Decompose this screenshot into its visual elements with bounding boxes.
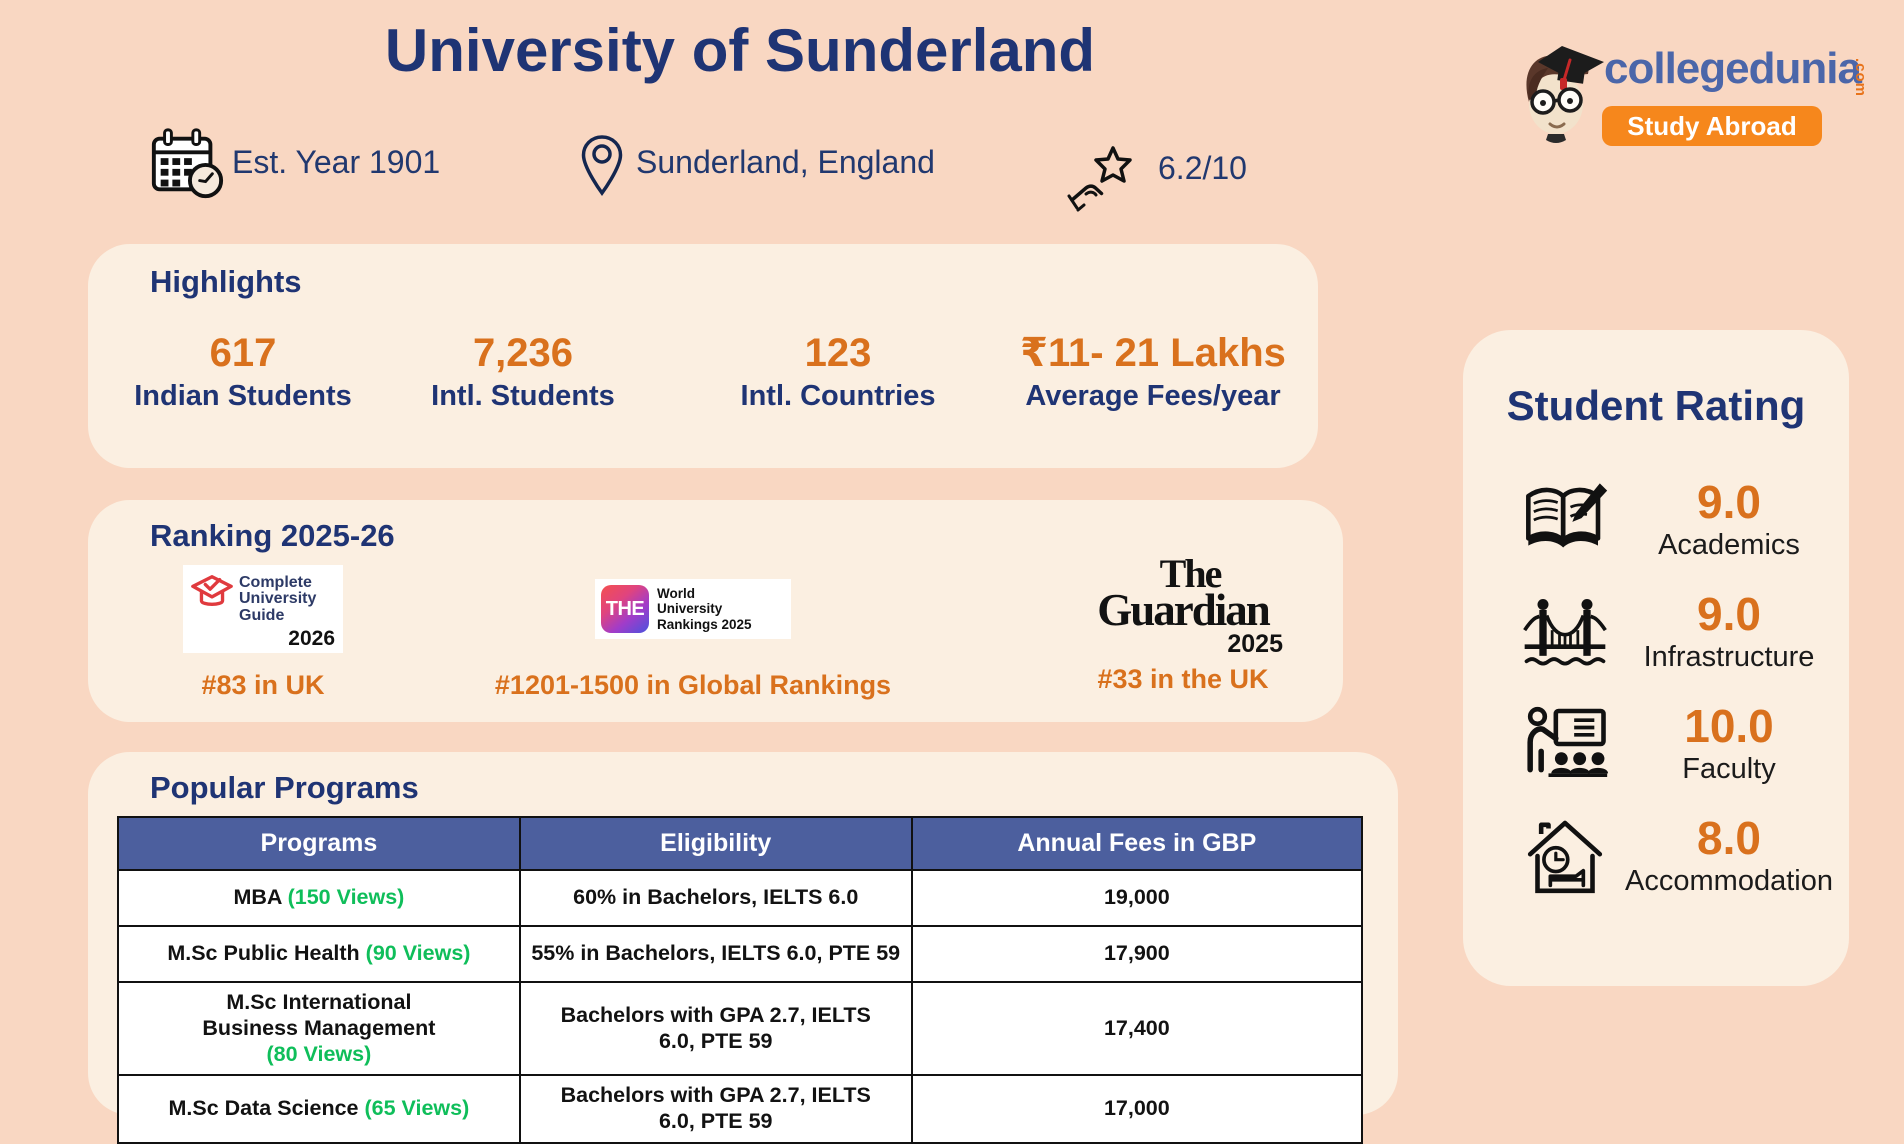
rating-item-accommodation: 8.0 Accommodation: [1463, 800, 1849, 912]
the-logo-line: University: [657, 601, 723, 617]
rating-item-academics: 9.0 Academics: [1463, 464, 1849, 576]
bridge-icon: [1521, 588, 1609, 676]
collegedunia-logo[interactable]: collegedunia .com: [1500, 30, 1869, 152]
graduation-cap-icon: [191, 575, 233, 606]
rating-label: Academics: [1658, 528, 1800, 561]
program-name: M.Sc Data Science: [168, 1096, 359, 1121]
column-header-programs: Programs: [117, 816, 521, 871]
cug-logo-year: 2026: [288, 627, 335, 650]
table-row: MBA (150 Views) 60% in Bachelors, IELTS …: [117, 869, 1364, 927]
calendar-icon: [148, 126, 226, 202]
program-views: (90 Views): [365, 941, 471, 966]
rating-label: Infrastructure: [1643, 640, 1815, 673]
book-pencil-icon: [1521, 476, 1609, 564]
column-header-fees: Annual Fees in GBP: [910, 816, 1364, 871]
rank-value: #83 in UK: [201, 670, 325, 700]
stat-value: 617: [209, 331, 277, 375]
guardian-logo: The Guardian 2025: [1053, 551, 1313, 658]
mascot-graduate-icon: [1506, 36, 1610, 146]
table-header-row: Programs Eligibility Annual Fees in GBP: [117, 816, 1364, 871]
stat-label: Intl. Students: [431, 380, 615, 412]
stat-intl-students: 7,236 Intl. Students: [403, 332, 643, 413]
rating-score: 10.0: [1684, 699, 1774, 752]
highlights-title: Highlights: [150, 264, 302, 299]
program-fees-cell: 17,900: [910, 925, 1364, 983]
guardian-logo-line: The: [1159, 551, 1223, 597]
house-clock-icon: [1521, 812, 1609, 900]
program-eligibility-cell: 55% in Bachelors, IELTS 6.0, PTE 59: [518, 925, 913, 983]
cug-logo-line: Guide: [239, 606, 285, 624]
the-badge: THE: [601, 585, 649, 633]
rank-value: #33 in the UK: [1097, 664, 1269, 694]
hand-star-icon: [1066, 142, 1146, 214]
cug-logo: Complete University Guide 2026: [143, 562, 383, 656]
stat-value: 123: [804, 331, 872, 375]
program-views: (80 Views): [266, 1041, 372, 1066]
rating-score: 9.0: [1697, 475, 1761, 528]
program-name-cell: MBA (150 Views): [117, 869, 521, 927]
stat-indian-students: 617 Indian Students: [113, 332, 373, 413]
program-name-cell: M.Sc Public Health (90 Views): [117, 925, 521, 983]
highlights-card: Highlights 617 Indian Students 7,236 Int…: [88, 244, 1318, 468]
stat-label: Intl. Countries: [740, 380, 936, 412]
rating-item-infrastructure: 9.0 Infrastructure: [1463, 576, 1849, 688]
brand-tld: .com: [1852, 58, 1869, 98]
rating-item-faculty: 10.0 Faculty: [1463, 688, 1849, 800]
student-rating-card: Student Rating 9.0 Academics: [1463, 330, 1849, 986]
stat-average-fees: ₹11- 21 Lakhs Average Fees/year: [1003, 332, 1303, 413]
brand-wordmark: collegedunia: [1604, 44, 1862, 93]
stat-label: Indian Students: [134, 380, 352, 412]
program-views: (65 Views): [364, 1096, 470, 1121]
stat-value: ₹11- 21 Lakhs: [1020, 331, 1286, 375]
rating-score: 8.0: [1697, 811, 1761, 864]
program-name: MBA: [233, 885, 282, 910]
study-abroad-badge[interactable]: Study Abroad: [1602, 106, 1822, 146]
teacher-icon: [1521, 700, 1609, 788]
guardian-logo-line: Guardian: [1097, 585, 1271, 636]
the-logo-line: Rankings 2025: [657, 616, 752, 632]
page-title: University of Sunderland: [384, 17, 1096, 84]
table-row: M.Sc Data Science (65 Views) Bachelors w…: [117, 1074, 1364, 1144]
program-eligibility-cell: 60% in Bachelors, IELTS 6.0: [518, 869, 913, 927]
program-views: (150 Views): [287, 885, 405, 910]
the-logo: THE World University Rankings 2025: [478, 562, 908, 656]
score-label: 6.2/10: [1158, 150, 1247, 186]
program-name: M.Sc Public Health: [167, 941, 360, 966]
stat-value: 7,236: [472, 331, 574, 375]
the-logo-line: World: [657, 586, 695, 602]
program-fees-cell: 17,000: [910, 1074, 1364, 1144]
cug-logo-line: Complete: [239, 574, 312, 591]
stat-intl-countries: 123 Intl. Countries: [723, 332, 953, 413]
program-name: M.Sc International Business Management: [202, 990, 436, 1040]
ranking-item-cug: Complete University Guide 2026 #83 in UK: [143, 562, 383, 701]
program-fees-cell: 17,400: [910, 980, 1364, 1077]
programs-title: Popular Programs: [150, 770, 419, 805]
ranking-title: Ranking 2025-26: [150, 518, 395, 553]
rating-score: 9.0: [1697, 587, 1761, 640]
column-header-eligibility: Eligibility: [518, 816, 913, 871]
est-year-label: Est. Year 1901: [232, 144, 441, 180]
ranking-card: Ranking 2025-26 Complete University Guid…: [88, 500, 1343, 722]
table-row: M.Sc International Business Management (…: [117, 980, 1364, 1077]
cug-logo-line: University: [239, 590, 317, 608]
program-eligibility-cell: Bachelors with GPA 2.7, IELTS 6.0, PTE 5…: [518, 1074, 913, 1144]
program-name-cell: M.Sc International Business Management (…: [117, 980, 521, 1077]
program-eligibility-cell: Bachelors with GPA 2.7, IELTS 6.0, PTE 5…: [518, 980, 913, 1077]
guardian-logo-year: 2025: [1227, 629, 1283, 658]
ranking-item-the: THE World University Rankings 2025 #1201…: [478, 562, 908, 701]
ranking-item-guardian: The Guardian 2025 #33 in the UK: [1053, 551, 1313, 695]
programs-table: Programs Eligibility Annual Fees in GBP …: [117, 816, 1364, 1144]
programs-card: Popular Programs Programs Eligibility An…: [88, 752, 1398, 1144]
rating-label: Faculty: [1682, 752, 1776, 785]
location-label: Sunderland, England: [636, 144, 935, 180]
rank-value: #1201-1500 in Global Rankings: [494, 670, 892, 700]
program-name-cell: M.Sc Data Science (65 Views): [117, 1074, 521, 1144]
program-fees-cell: 19,000: [910, 869, 1364, 927]
table-row: M.Sc Public Health (90 Views) 55% in Bac…: [117, 925, 1364, 983]
rating-label: Accommodation: [1625, 864, 1833, 897]
stat-label: Average Fees/year: [1025, 380, 1281, 412]
location-pin-icon: [580, 134, 624, 198]
student-rating-title: Student Rating: [1506, 382, 1806, 429]
